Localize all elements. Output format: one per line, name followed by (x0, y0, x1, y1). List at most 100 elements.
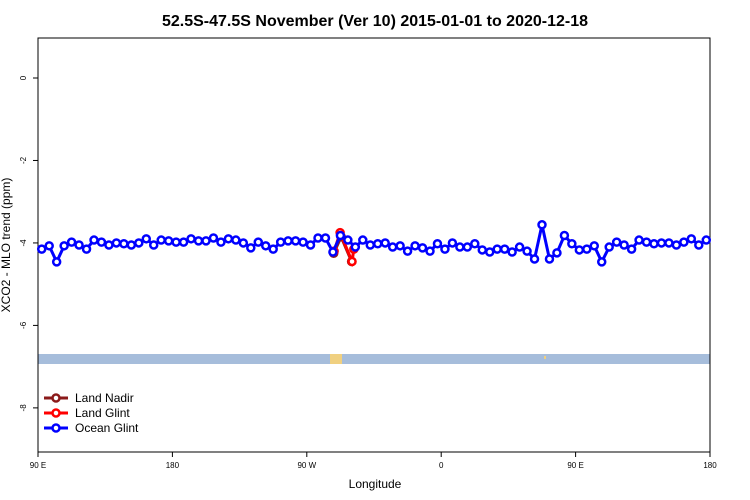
data-point (664, 238, 674, 248)
data-point (417, 243, 428, 253)
data-point (66, 237, 77, 247)
data-point (529, 254, 540, 264)
data-point (596, 257, 607, 267)
data-point (305, 240, 316, 250)
land-band (544, 356, 546, 359)
data-point (380, 238, 390, 248)
data-point (649, 239, 659, 249)
data-point (193, 236, 204, 246)
data-point (238, 238, 249, 248)
data-point (626, 244, 637, 254)
data-point (582, 244, 592, 254)
data-point (343, 235, 353, 245)
y-tick-label: -6 (19, 321, 28, 329)
data-point (148, 240, 159, 250)
x-tick-label: 0 (439, 461, 444, 470)
data-point (410, 241, 420, 251)
data-point (537, 220, 547, 230)
data-point (567, 239, 577, 249)
data-point (216, 237, 226, 247)
y-tick-label: -8 (19, 404, 28, 412)
x-tick-label: 90 E (567, 461, 583, 470)
data-point (484, 247, 495, 257)
data-point (514, 242, 525, 252)
data-point (372, 239, 383, 249)
y-tick-label: -2 (19, 156, 28, 164)
data-point (641, 237, 652, 247)
data-point (104, 240, 114, 250)
data-point (387, 242, 398, 252)
data-point (574, 245, 585, 255)
data-point (313, 233, 323, 243)
data-point (171, 237, 181, 247)
legend-marker (51, 408, 61, 418)
data-point (89, 235, 99, 245)
data-point (208, 233, 219, 243)
data-point (499, 244, 510, 254)
data-point (694, 240, 704, 250)
ocean-band (38, 354, 710, 364)
x-tick-label: 180 (703, 461, 717, 470)
x-axis-label: Longitude (349, 477, 402, 491)
data-point (365, 240, 376, 250)
data-point (544, 254, 555, 264)
data-point (522, 246, 532, 256)
data-point (425, 246, 435, 256)
y-tick-label: -4 (19, 239, 28, 247)
data-point (686, 234, 697, 244)
chart-title: 52.5S-47.5S November (Ver 10) 2015-01-01… (162, 13, 588, 30)
legend-label: Land Glint (75, 406, 130, 420)
data-point (335, 230, 346, 241)
data-point (178, 237, 189, 247)
data-point (111, 238, 122, 248)
data-point (634, 235, 644, 245)
data-point (447, 238, 458, 248)
data-point (552, 248, 562, 258)
data-point (432, 239, 443, 249)
data-point (455, 242, 465, 252)
data-point (44, 241, 54, 251)
legend-label: Land Nadir (75, 391, 134, 405)
y-tick-label: 0 (19, 75, 28, 80)
x-tick-label: 180 (166, 461, 180, 470)
data-point (347, 256, 357, 267)
data-point (604, 242, 614, 252)
data-point (283, 236, 293, 246)
data-point (350, 242, 361, 252)
data-point (492, 244, 502, 254)
surface-band (38, 354, 710, 364)
data-point (59, 241, 69, 251)
data-point (290, 236, 301, 246)
data-point (507, 247, 517, 257)
data-point (462, 242, 473, 252)
data-point (260, 241, 271, 251)
data-point (134, 238, 144, 248)
data-point (186, 234, 196, 244)
data-point (358, 235, 368, 245)
data-point (163, 236, 174, 246)
data-point (246, 243, 256, 253)
land-band (330, 354, 342, 364)
legend-label: Ocean Glint (75, 421, 139, 435)
data-point (559, 230, 570, 241)
data-point (671, 240, 682, 250)
data-point (619, 240, 629, 250)
data-point (119, 239, 129, 249)
data-point (268, 244, 278, 254)
data-point (298, 237, 308, 247)
data-point (126, 240, 137, 250)
data-point (275, 237, 286, 247)
y-axis-label: XCO2 - MLO trend (ppm) (0, 178, 13, 313)
plot-frame (37, 37, 711, 453)
data-point (253, 237, 264, 247)
data-point (320, 233, 331, 243)
data-point (611, 237, 622, 247)
data-point (201, 236, 211, 246)
data-point (328, 247, 338, 257)
data-point (440, 244, 450, 254)
data-point (470, 239, 480, 249)
x-tick-label: 90 E (30, 461, 46, 470)
data-point (81, 244, 92, 254)
data-point (402, 246, 413, 256)
